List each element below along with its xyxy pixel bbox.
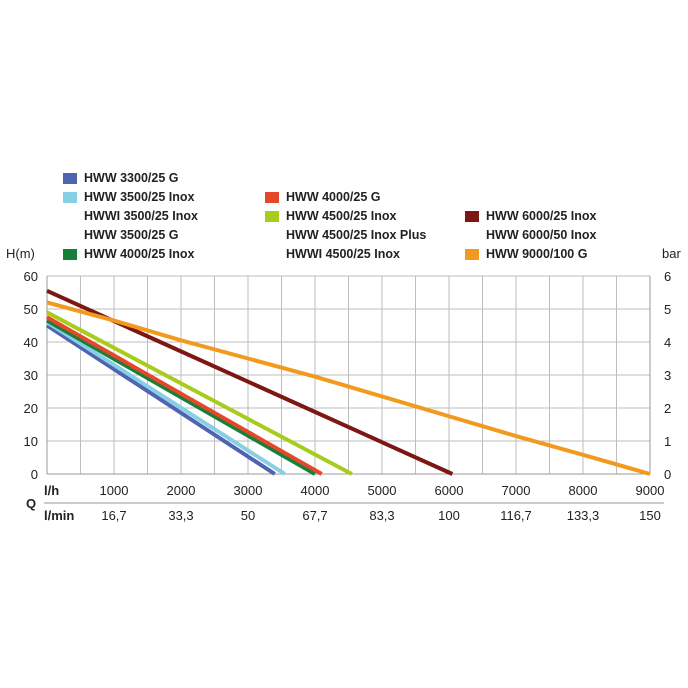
x-tick-label-lmin: 150: [639, 508, 661, 523]
y-tick-label: 30: [24, 368, 38, 383]
x-unit-lh: l/h: [44, 483, 59, 498]
y-axis-label: H(m): [6, 246, 35, 261]
legend-item: HWW 3500/25 G: [84, 228, 179, 242]
legend-swatch: [265, 192, 279, 203]
legend-swatch: [63, 173, 77, 184]
x-tick-label-lmin: 33,3: [168, 508, 193, 523]
y-right-tick-label: 0: [664, 467, 671, 482]
series-line: [46, 318, 316, 476]
legend-item: HWW 6000/50 Inox: [486, 228, 597, 242]
x-tick-label-lh: 4000: [301, 483, 330, 498]
x-tick-label-lh: 2000: [167, 483, 196, 498]
y-tick-label: 60: [24, 269, 38, 284]
legend-item: HWW 4500/25 Inox Plus: [286, 228, 427, 242]
y-tick-label: 0: [31, 467, 38, 482]
series-line: [46, 300, 651, 476]
x-tick-label-lmin: 83,3: [369, 508, 394, 523]
x-tick-label-lh: 1000: [100, 483, 129, 498]
legend-swatch: [63, 249, 77, 260]
legend-item: HWW 6000/25 Inox: [486, 209, 597, 223]
x-tick-label-lmin: 116,7: [500, 508, 532, 523]
x-tick-label-lmin: 50: [241, 508, 255, 523]
y-right-tick-label: 4: [664, 335, 671, 350]
legend-item: HWW 4500/25 Inox: [286, 209, 397, 223]
x-tick-label-lmin: 133,3: [567, 508, 600, 523]
series-line: [46, 310, 353, 476]
x-unit-lmin: l/min: [44, 508, 74, 523]
x-tick-label-lh: 6000: [435, 483, 464, 498]
x-axis-label: Q: [26, 496, 36, 511]
y-right-tick-label: 3: [664, 368, 671, 383]
y-right-tick-label: 2: [664, 401, 671, 416]
y-right-tick-label: 1: [664, 434, 671, 449]
legend-item: HWW 9000/100 G: [486, 247, 588, 261]
x-tick-label-lh: 7000: [502, 483, 531, 498]
series-line: [46, 315, 323, 476]
x-tick-label-lmin: 100: [438, 508, 460, 523]
legend-item: HWWI 3500/25 Inox: [84, 209, 198, 223]
y-tick-label: 40: [24, 335, 38, 350]
y-right-tick-label: 6: [664, 269, 671, 284]
y-right-axis-label: bar: [662, 246, 681, 261]
y-tick-label: 50: [24, 302, 38, 317]
x-tick-label-lh: 5000: [368, 483, 397, 498]
legend-item: HWW 3500/25 Inox: [84, 190, 195, 204]
legend-item: HWW 3300/25 G: [84, 171, 179, 185]
legend-item: HWW 4000/25 G: [286, 190, 381, 204]
x-tick-label-lh: 9000: [636, 483, 665, 498]
series-line: [45, 320, 286, 476]
legend-swatch: [465, 249, 479, 260]
legend-swatch: [63, 192, 77, 203]
x-tick-label-lmin: 16,7: [101, 508, 126, 523]
legend-item: HWWI 4500/25 Inox: [286, 247, 400, 261]
x-tick-label-lmin: 67,7: [302, 508, 327, 523]
y-tick-label: 10: [24, 434, 38, 449]
x-tick-label-lh: 3000: [234, 483, 263, 498]
series-line: [45, 323, 276, 476]
legend-swatch: [265, 211, 279, 222]
legend-swatch: [465, 211, 479, 222]
y-right-tick-label: 5: [664, 302, 671, 317]
x-tick-label-lh: 8000: [569, 483, 598, 498]
y-tick-label: 20: [24, 401, 38, 416]
legend-item: HWW 4000/25 Inox: [84, 247, 195, 261]
